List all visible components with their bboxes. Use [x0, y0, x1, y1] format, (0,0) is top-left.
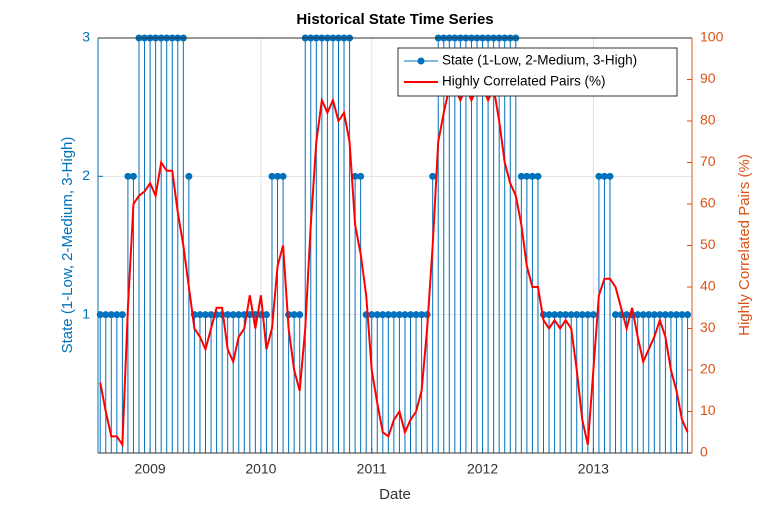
stem-marker — [129, 172, 137, 180]
stem-marker — [606, 172, 614, 180]
stem-marker — [534, 172, 542, 180]
stem-marker — [196, 311, 204, 319]
y2-tick-label: 40 — [700, 278, 716, 294]
y-axis-label: State (1-Low, 2-Medium, 3-High) — [59, 137, 76, 354]
stem-marker — [246, 311, 254, 319]
stem-marker — [224, 311, 232, 319]
x-axis-label: Date — [379, 486, 411, 503]
chart-title: Historical State Time Series — [296, 11, 493, 28]
stem-marker — [296, 311, 304, 319]
stem-marker — [634, 311, 642, 319]
stem-marker — [612, 311, 620, 319]
stem-marker — [390, 311, 398, 319]
stem-marker — [656, 311, 664, 319]
stem-marker — [351, 172, 359, 180]
stem-marker — [578, 311, 586, 319]
stem-marker — [661, 311, 669, 319]
stem-marker — [235, 311, 243, 319]
x-tick-label: 2011 — [357, 461, 387, 477]
stem-marker — [107, 311, 115, 319]
y2-tick-label: 60 — [700, 195, 716, 211]
y2-tick-label: 50 — [700, 236, 716, 252]
stem-marker — [373, 311, 381, 319]
stem-marker — [567, 311, 575, 319]
y-tick-label: 2 — [82, 167, 90, 183]
legend-marker — [417, 57, 425, 65]
stem-marker — [645, 311, 653, 319]
y2-tick-label: 90 — [700, 70, 716, 86]
legend-label: Highly Correlated Pairs (%) — [442, 74, 606, 89]
stem-marker — [368, 311, 376, 319]
y2-tick-label: 0 — [700, 444, 708, 460]
stem-marker — [118, 311, 126, 319]
stem-marker — [102, 311, 110, 319]
stem-marker — [573, 311, 581, 319]
x-tick-label: 2012 — [467, 461, 498, 477]
x-tick-label: 2010 — [245, 461, 276, 477]
y2-tick-label: 30 — [700, 319, 716, 335]
y2-axis-label: Highly Correlated Pairs (%) — [736, 154, 753, 336]
stem-marker — [274, 172, 282, 180]
stem-marker — [595, 172, 603, 180]
stem-marker — [290, 311, 298, 319]
stem-marker — [667, 311, 675, 319]
data-line — [99, 84, 689, 448]
stem-marker — [672, 311, 680, 319]
stem-marker — [418, 311, 426, 319]
stem-marker — [623, 311, 631, 319]
stem-marker — [556, 311, 564, 319]
stem-marker — [523, 172, 531, 180]
y-tick-label: 3 — [82, 29, 90, 45]
y2-tick-label: 70 — [700, 153, 716, 169]
stem-marker — [124, 172, 132, 180]
stem-marker — [517, 172, 525, 180]
stem-marker — [678, 311, 686, 319]
stem-marker — [551, 311, 559, 319]
y2-tick-label: 20 — [700, 361, 716, 377]
stem-marker — [357, 172, 365, 180]
legend: State (1-Low, 2-Medium, 3-High) Highly Co… — [397, 47, 678, 97]
stem-marker — [201, 311, 209, 319]
stem-marker — [584, 311, 592, 319]
stem-marker — [600, 172, 608, 180]
y2-tick-label: 100 — [700, 29, 724, 45]
legend-label: State (1-Low, 2-Medium, 3-High) — [442, 53, 637, 68]
stem-marker — [407, 311, 415, 319]
y2-tick-label: 80 — [700, 112, 716, 128]
stem-marker — [650, 311, 658, 319]
stem-marker — [589, 311, 597, 319]
stem-marker — [262, 311, 270, 319]
stem-marker — [395, 311, 403, 319]
stem-marker — [429, 172, 437, 180]
stem-marker — [279, 172, 287, 180]
legend-box — [397, 47, 678, 97]
stem-marker — [401, 311, 409, 319]
stem-marker — [639, 311, 647, 319]
y-tick-label: 1 — [82, 305, 90, 321]
stem-marker — [384, 311, 392, 319]
stem-marker — [185, 172, 193, 180]
stem-marker — [207, 311, 215, 319]
stem-marker — [545, 311, 553, 319]
x-tick-label: 2013 — [578, 461, 609, 477]
stem-marker — [528, 172, 536, 180]
stem-marker — [379, 311, 387, 319]
stem-marker — [412, 311, 420, 319]
stem-marker — [684, 311, 692, 319]
y2-tick-label: 10 — [700, 402, 716, 418]
stem-marker — [229, 311, 237, 319]
stem-marker — [268, 172, 276, 180]
x-tick-label: 2009 — [135, 461, 166, 477]
stem-marker — [562, 311, 570, 319]
stem-marker — [113, 311, 121, 319]
